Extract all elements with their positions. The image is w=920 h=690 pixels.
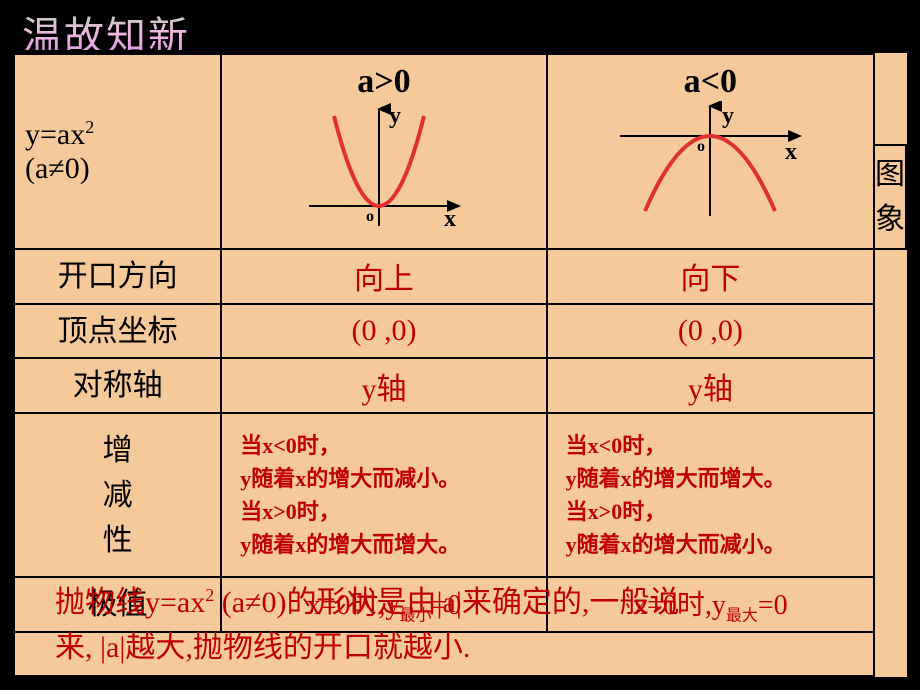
svg-text:x: x xyxy=(444,206,456,231)
axis-neg: y轴 xyxy=(547,358,874,413)
header-a-positive: a>0 y x o xyxy=(221,54,546,249)
row-label-graph: 图象 xyxy=(874,145,906,249)
header-formula: y=ax2 (a≠0) xyxy=(14,54,221,249)
row-label-direction: 开口方向 xyxy=(14,249,221,304)
monotonicity-neg: 当x<0时， y随着x的增大而增大。 当x>0时， y随着x的增大而减小。 xyxy=(547,413,874,577)
monotonicity-pos: 当x<0时， y随着x的增大而减小。 当x>0时， y随着x的增大而增大。 xyxy=(221,413,546,577)
row-label-monotonicity: 增 减 性 xyxy=(14,413,221,577)
vertex-neg: (0 ,0) xyxy=(547,304,874,359)
axis-pos: y轴 xyxy=(221,358,546,413)
svg-text:y: y xyxy=(722,103,734,129)
svg-text:x: x xyxy=(785,139,797,165)
bottom-note: 抛物线y=ax2 (a≠0)的形状是由|a|来确定的,一般说 来, |a|越大,… xyxy=(55,580,875,670)
row-label-axis: 对称轴 xyxy=(14,358,221,413)
svg-text:y: y xyxy=(389,103,401,129)
svg-text:o: o xyxy=(366,208,374,225)
parabola-up-graph: y x o xyxy=(294,101,474,231)
direction-neg: 向下 xyxy=(547,249,874,304)
vertex-pos: (0 ,0) xyxy=(221,304,546,359)
direction-pos: 向上 xyxy=(221,249,546,304)
parabola-down-graph: y x o xyxy=(610,101,810,221)
header-a-negative: a<0 y x o xyxy=(547,54,874,249)
row-label-vertex: 顶点坐标 xyxy=(14,304,221,359)
svg-text:o: o xyxy=(697,138,705,155)
